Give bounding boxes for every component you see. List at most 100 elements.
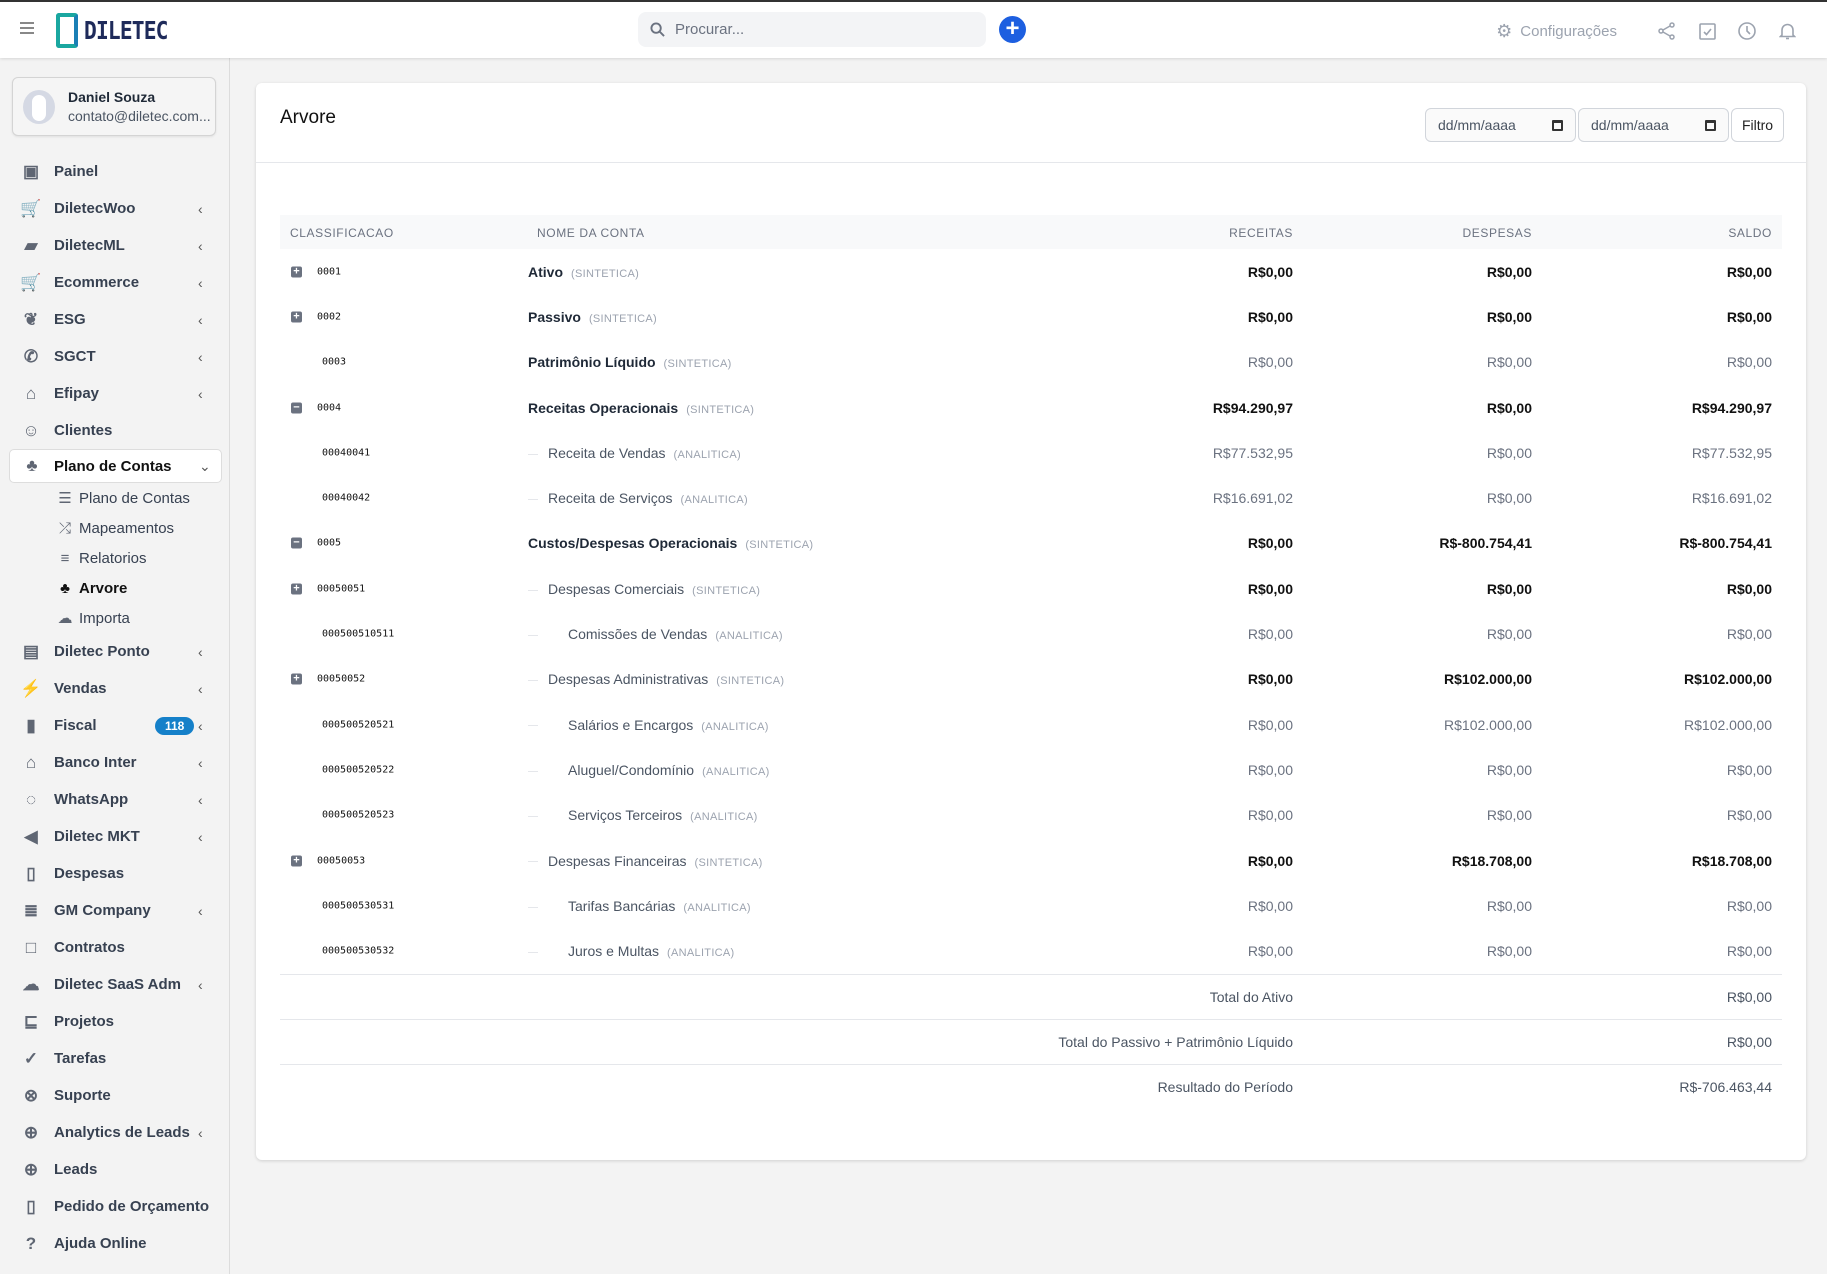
- totals-row: Total do Ativo R$0,00: [280, 973, 1782, 1019]
- sidebar-item-gm-company[interactable]: ≣ GM Company ‹: [0, 892, 230, 929]
- sidebar-item-efipay[interactable]: ⌂ Efipay ‹: [0, 375, 230, 412]
- sidebar-item-tarefas[interactable]: ✓ Tarefas: [0, 1040, 230, 1077]
- table-row[interactable]: 000500530532 Juros e Multas (ANALITICA) R$0…: [280, 928, 1782, 973]
- table-row[interactable]: +00050053 Despesas Financeiras (SINTETICA)…: [280, 838, 1782, 883]
- sidebar-item-plano-de-contas[interactable]: ♣ Plano de Contas ⌄: [9, 449, 222, 483]
- table-row[interactable]: +0001 Ativo (SINTETICA) R$0,00 R$0,00 R$0,00: [280, 249, 1782, 294]
- sidebar-item-analytics-de-leads[interactable]: ⊕ Analytics de Leads ‹: [0, 1114, 230, 1151]
- table-row[interactable]: +00050051 Despesas Comerciais (SINTETICA) R…: [280, 566, 1782, 611]
- table-row[interactable]: +00050052 Despesas Administrativas (SINTET…: [280, 657, 1782, 702]
- expand-icon[interactable]: +: [291, 673, 302, 685]
- submenu-item-importa[interactable]: ☁ Importa: [0, 603, 230, 633]
- filter-button[interactable]: Filtro: [1731, 108, 1784, 142]
- bell-icon[interactable]: [1767, 22, 1807, 40]
- sidebar-item-despesas[interactable]: ▯ Despesas: [0, 855, 230, 892]
- sidebar-item-diletecml[interactable]: ▰ DiletecML ‹: [0, 227, 230, 264]
- sidebar-item-diletec-saas-adm[interactable]: ☁ Diletec SaaS Adm ‹: [0, 966, 230, 1003]
- menu-toggle-icon[interactable]: [20, 22, 34, 34]
- chevron-left-icon[interactable]: ‹: [198, 717, 203, 734]
- chevron-left-icon[interactable]: ‹: [198, 237, 203, 254]
- tree-connector: [528, 589, 538, 591]
- sidebar-item-projetos[interactable]: ⊑ Projetos: [0, 1003, 230, 1040]
- chevron-left-icon[interactable]: ‹: [198, 1124, 203, 1141]
- sidebar-item-label: Plano de Contas: [54, 457, 172, 475]
- table-row[interactable]: − 0005 Custos/Despesas Operacionais (SINTET…: [280, 521, 1782, 566]
- tree-connector: [528, 680, 538, 682]
- table-row[interactable]: − 0004 Receitas Operacionais (SINTETICA) R$9…: [280, 385, 1782, 430]
- account-name: Ativo: [528, 263, 563, 280]
- account-type: (SINTETICA): [745, 539, 814, 552]
- sidebar-item-diletecwoo[interactable]: 🛒 DiletecWoo ‹: [0, 190, 230, 227]
- chevron-left-icon[interactable]: ‹: [198, 902, 203, 919]
- sidebar-item-whatsapp[interactable]: ◌ WhatsApp ‹: [0, 781, 230, 818]
- saldo-value: R$16.691,02: [1691, 490, 1772, 507]
- sidebar-item-ecommerce[interactable]: 🛒 Ecommerce ‹: [0, 264, 230, 301]
- date-from-input[interactable]: dd/mm/aaaa: [1425, 108, 1576, 142]
- calendar-icon[interactable]: [1705, 119, 1716, 131]
- chevron-left-icon[interactable]: ‹: [198, 348, 203, 365]
- sidebar-item-diletec-mkt[interactable]: ◀ Diletec MKT ‹: [0, 818, 230, 855]
- sidebar-item-ajuda-online[interactable]: ? Ajuda Online: [0, 1225, 230, 1262]
- settings-link[interactable]: ⚙ Configurações: [1496, 21, 1617, 42]
- calendar-icon[interactable]: [1552, 119, 1563, 131]
- user-card[interactable]: Daniel Souza contato@diletec.com...: [12, 77, 216, 136]
- tree-connector: [528, 498, 538, 500]
- table-row[interactable]: 000500530531 Tarifas Bancárias (ANALITICA)…: [280, 883, 1782, 928]
- table-row[interactable]: +0002 Passivo (SINTETICA) R$0,00 R$0,00 R$0,0…: [280, 294, 1782, 339]
- chevron-left-icon[interactable]: ‹: [198, 643, 203, 660]
- table-row[interactable]: 00040042 Receita de Serviços (ANALITICA) R$…: [280, 475, 1782, 520]
- sidebar-item-suporte[interactable]: ⊗ Suporte: [0, 1077, 230, 1114]
- search-box[interactable]: [638, 12, 986, 47]
- submenu-item-mapeamentos[interactable]: ⤮ Mapeamentos: [0, 513, 230, 543]
- submenu-item-arvore[interactable]: ♣ Arvore: [0, 573, 230, 603]
- chevron-down-icon[interactable]: ⌄: [199, 457, 211, 474]
- collapse-icon[interactable]: −: [291, 537, 302, 549]
- sidebar-item-leads[interactable]: ⊕ Leads: [0, 1151, 230, 1188]
- chevron-left-icon[interactable]: ‹: [198, 828, 203, 845]
- expand-icon[interactable]: +: [291, 311, 302, 323]
- table-row[interactable]: 000500520521 Salários e Encargos (ANALITIC…: [280, 702, 1782, 747]
- chevron-left-icon[interactable]: ‹: [198, 754, 203, 771]
- sidebar-item-pedido-de-orc-amento[interactable]: ▯ Pedido de Orçamento: [0, 1188, 230, 1225]
- table-row[interactable]: 000500520522 Aluguel/Condomínio (ANALITICA…: [280, 747, 1782, 792]
- submenu-item-plano-de-contas[interactable]: ☰ Plano de Contas: [0, 483, 230, 513]
- sidebar-item-diletec-ponto[interactable]: ▤ Diletec Ponto ‹: [0, 633, 230, 670]
- chevron-left-icon[interactable]: ‹: [198, 274, 203, 291]
- sidebar-item-esg[interactable]: ❦ ESG ‹: [0, 301, 230, 338]
- logo[interactable]: DILETEC: [56, 13, 182, 48]
- chevron-left-icon[interactable]: ‹: [198, 200, 203, 217]
- sidebar-item-sgct[interactable]: ✆ SGCT ‹: [0, 338, 230, 375]
- table-row[interactable]: 000500510511 Comissões de Vendas (ANALITIC…: [280, 611, 1782, 656]
- date-to-input[interactable]: dd/mm/aaaa: [1578, 108, 1729, 142]
- clock-icon[interactable]: [1727, 22, 1767, 40]
- collapse-icon[interactable]: −: [291, 402, 302, 414]
- check-square-icon[interactable]: [1687, 22, 1727, 40]
- search-input[interactable]: [675, 21, 965, 38]
- sidebar-item-clientes[interactable]: ☺ Clientes: [0, 412, 230, 449]
- sidebar-item-label: ESG: [54, 311, 86, 328]
- logo-mark: [56, 13, 78, 48]
- table-row[interactable]: 000500520523 Serviços Terceiros (ANALITICA…: [280, 793, 1782, 838]
- sidebar-item-painel[interactable]: ▣ Painel: [0, 153, 230, 190]
- sidebar-item-vendas[interactable]: ⚡ Vendas ‹: [0, 670, 230, 707]
- chevron-left-icon[interactable]: ‹: [198, 385, 203, 402]
- sidebar-item-contratos[interactable]: □ Contratos: [0, 929, 230, 966]
- expand-icon[interactable]: +: [291, 855, 302, 866]
- table-header: CLASSIFICACAO NOME DA CONTA RECEITAS DES…: [280, 215, 1782, 249]
- chevron-left-icon[interactable]: ‹: [198, 680, 203, 697]
- sidebar-item-fiscal[interactable]: ▮ Fiscal 118 ‹: [0, 707, 230, 744]
- expand-icon[interactable]: +: [291, 583, 302, 595]
- chevron-left-icon[interactable]: ‹: [198, 976, 203, 993]
- table-row[interactable]: 0003 Patrimônio Líquido (SINTETICA) R$0,00 R…: [280, 340, 1782, 385]
- table-row[interactable]: 00040041 Receita de Vendas (ANALITICA) R$77…: [280, 430, 1782, 475]
- expand-icon[interactable]: +: [291, 266, 302, 278]
- submenu-item-relatorios[interactable]: ≡ Relatorios: [0, 543, 230, 573]
- briefcase-clock-icon: ▤: [22, 641, 40, 661]
- sidebar-item-banco-inter[interactable]: ⌂ Banco Inter ‹: [0, 744, 230, 781]
- chevron-left-icon[interactable]: ‹: [198, 311, 203, 328]
- share-icon[interactable]: [1647, 22, 1687, 40]
- add-button[interactable]: +: [999, 16, 1026, 43]
- saldo-value: R$77.532,95: [1691, 444, 1772, 461]
- account-name: Despesas Comerciais: [548, 580, 685, 597]
- chevron-left-icon[interactable]: ‹: [198, 791, 203, 808]
